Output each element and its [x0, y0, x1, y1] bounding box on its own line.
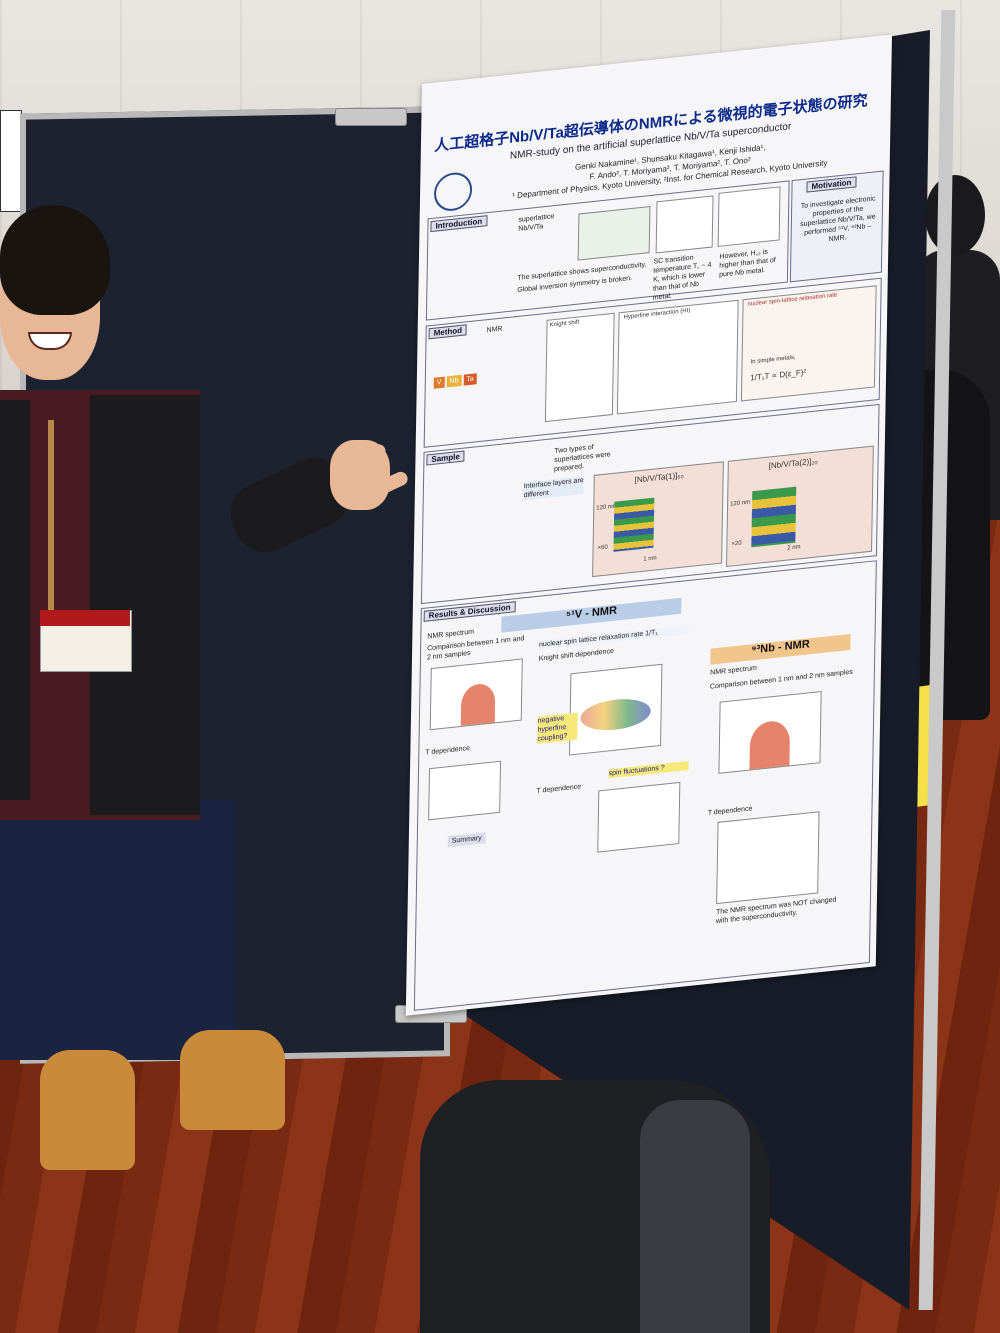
- sl1-layer: 1 nm: [643, 555, 657, 563]
- metals-label: In simple metals,: [750, 354, 796, 366]
- person-jeans: [0, 800, 235, 1060]
- results-section: Results & Discussion ⁵¹V - NMR ⁹³Nb - NM…: [413, 560, 877, 1011]
- nb-spectrum-plot: [718, 690, 822, 774]
- relax-curves: [580, 695, 651, 734]
- sl2-thickness: 120 nm: [730, 499, 751, 508]
- superlattice-1-box: [Nb/V/Ta(1)]₆₀ 120 nm ×60 1 nm: [592, 461, 724, 578]
- intro-plot-1: [655, 195, 714, 254]
- sl1-repeat: ×60: [597, 544, 608, 552]
- lanyard: [48, 420, 54, 610]
- person-cardigan: [90, 395, 200, 815]
- nb-spectrum-peak: [749, 719, 791, 770]
- negative-coupling-note: negative hyperfine coupling?: [537, 712, 578, 744]
- spin-fluct-note: spin fluctuations ?: [608, 760, 689, 779]
- relax-rate-label: nuclear spin lattice relaxation rate 1/T…: [538, 624, 690, 650]
- nb-t-dep-label: T dependence: [707, 805, 753, 817]
- v-spectrum-plot: [429, 658, 523, 731]
- element-v: V: [433, 376, 445, 389]
- research-poster: 人工超格子Nb/V/Ta超伝導体のNMRによる微視的電子状態の研究 NMR-st…: [405, 34, 892, 1016]
- backpack-strap: [640, 1100, 750, 1333]
- knight-dep-label: Knight shift dependence: [538, 647, 614, 663]
- person-hair: [0, 205, 110, 315]
- adjacent-panel-edge: [0, 110, 22, 212]
- v-t-dep-label: T dependence: [425, 744, 471, 757]
- superlattice-2-box: [Nb/V/Ta(2)]₂₀ 120 nm ×20 2 nm: [726, 445, 874, 568]
- person-shoe-left: [40, 1050, 135, 1170]
- nb-t-dep-plot: [716, 811, 820, 905]
- sl2-repeat: ×20: [731, 540, 742, 548]
- v-nmr-ribbon: ⁵¹V - NMR: [501, 597, 682, 633]
- sample-note: Two types of superlattices were prepared…: [553, 443, 611, 474]
- relax-rate-plot: [569, 663, 663, 756]
- method-nmr-label: NMR: [486, 325, 503, 335]
- interface-note: Interface layers are different: [523, 475, 584, 501]
- nb-spectrum-label: NMR spectrum: [710, 664, 757, 677]
- relaxation-label: nuclear spin-lattice relaxation rate: [747, 292, 838, 308]
- board-clamp: [335, 108, 407, 126]
- relaxation-box: nuclear spin-lattice relaxation rate In …: [740, 285, 877, 402]
- v-spectrum-peak: [460, 682, 496, 726]
- v-t-dep-plot: [428, 760, 502, 821]
- person-cardigan-left: [0, 400, 30, 800]
- summary-tag: Summary: [447, 832, 486, 848]
- motivation-section: Motivation To investigate electronic pro…: [789, 170, 884, 283]
- knight-shift-label: Knight shift: [549, 319, 580, 329]
- knight-shift-box: Knight shift: [544, 312, 615, 423]
- name-badge-band: [40, 610, 130, 626]
- sample-tag: Sample: [426, 450, 465, 466]
- background-person-head: [925, 175, 985, 255]
- sl2-stack: [751, 486, 797, 548]
- sl1-label: [Nb/V/Ta(1)]₆₀: [634, 470, 685, 485]
- nb-nmr-ribbon: ⁹³Nb - NMR: [710, 633, 851, 665]
- sample-label: superlattice Nb/V/Ta: [518, 213, 555, 233]
- hyperfine-label: Hyperfine interaction (HI): [623, 307, 691, 321]
- sl2-label: [Nb/V/Ta(2)]₂₀: [768, 456, 818, 471]
- v-scatter-plot: [597, 781, 681, 853]
- person-shoe-right: [180, 1030, 285, 1130]
- introduction-tag: Introduction: [430, 215, 488, 233]
- university-logo: [433, 170, 473, 213]
- element-ta: Ta: [463, 373, 477, 386]
- intro-table: [577, 205, 651, 261]
- element-nb: Nb: [446, 374, 462, 388]
- method-tag: Method: [428, 324, 468, 340]
- intro-plot-2: [717, 186, 781, 247]
- sl1-stack: [613, 497, 655, 552]
- motivation-tag: Motivation: [806, 176, 857, 193]
- intro-note-4: However, H꜀₂ is higher than that of pure…: [719, 248, 776, 279]
- relaxation-formula: 1/T₁T ∝ D(ε_F)²: [750, 367, 807, 383]
- v-t-dep-2-label: T dependence: [536, 783, 582, 795]
- hyperfine-box: Hyperfine interaction (HI): [616, 299, 739, 415]
- element-boxes: V Nb Ta: [433, 373, 477, 389]
- sl2-layer: 2 nm: [787, 544, 801, 552]
- motivation-text: To investigate electronic properties of …: [800, 195, 876, 244]
